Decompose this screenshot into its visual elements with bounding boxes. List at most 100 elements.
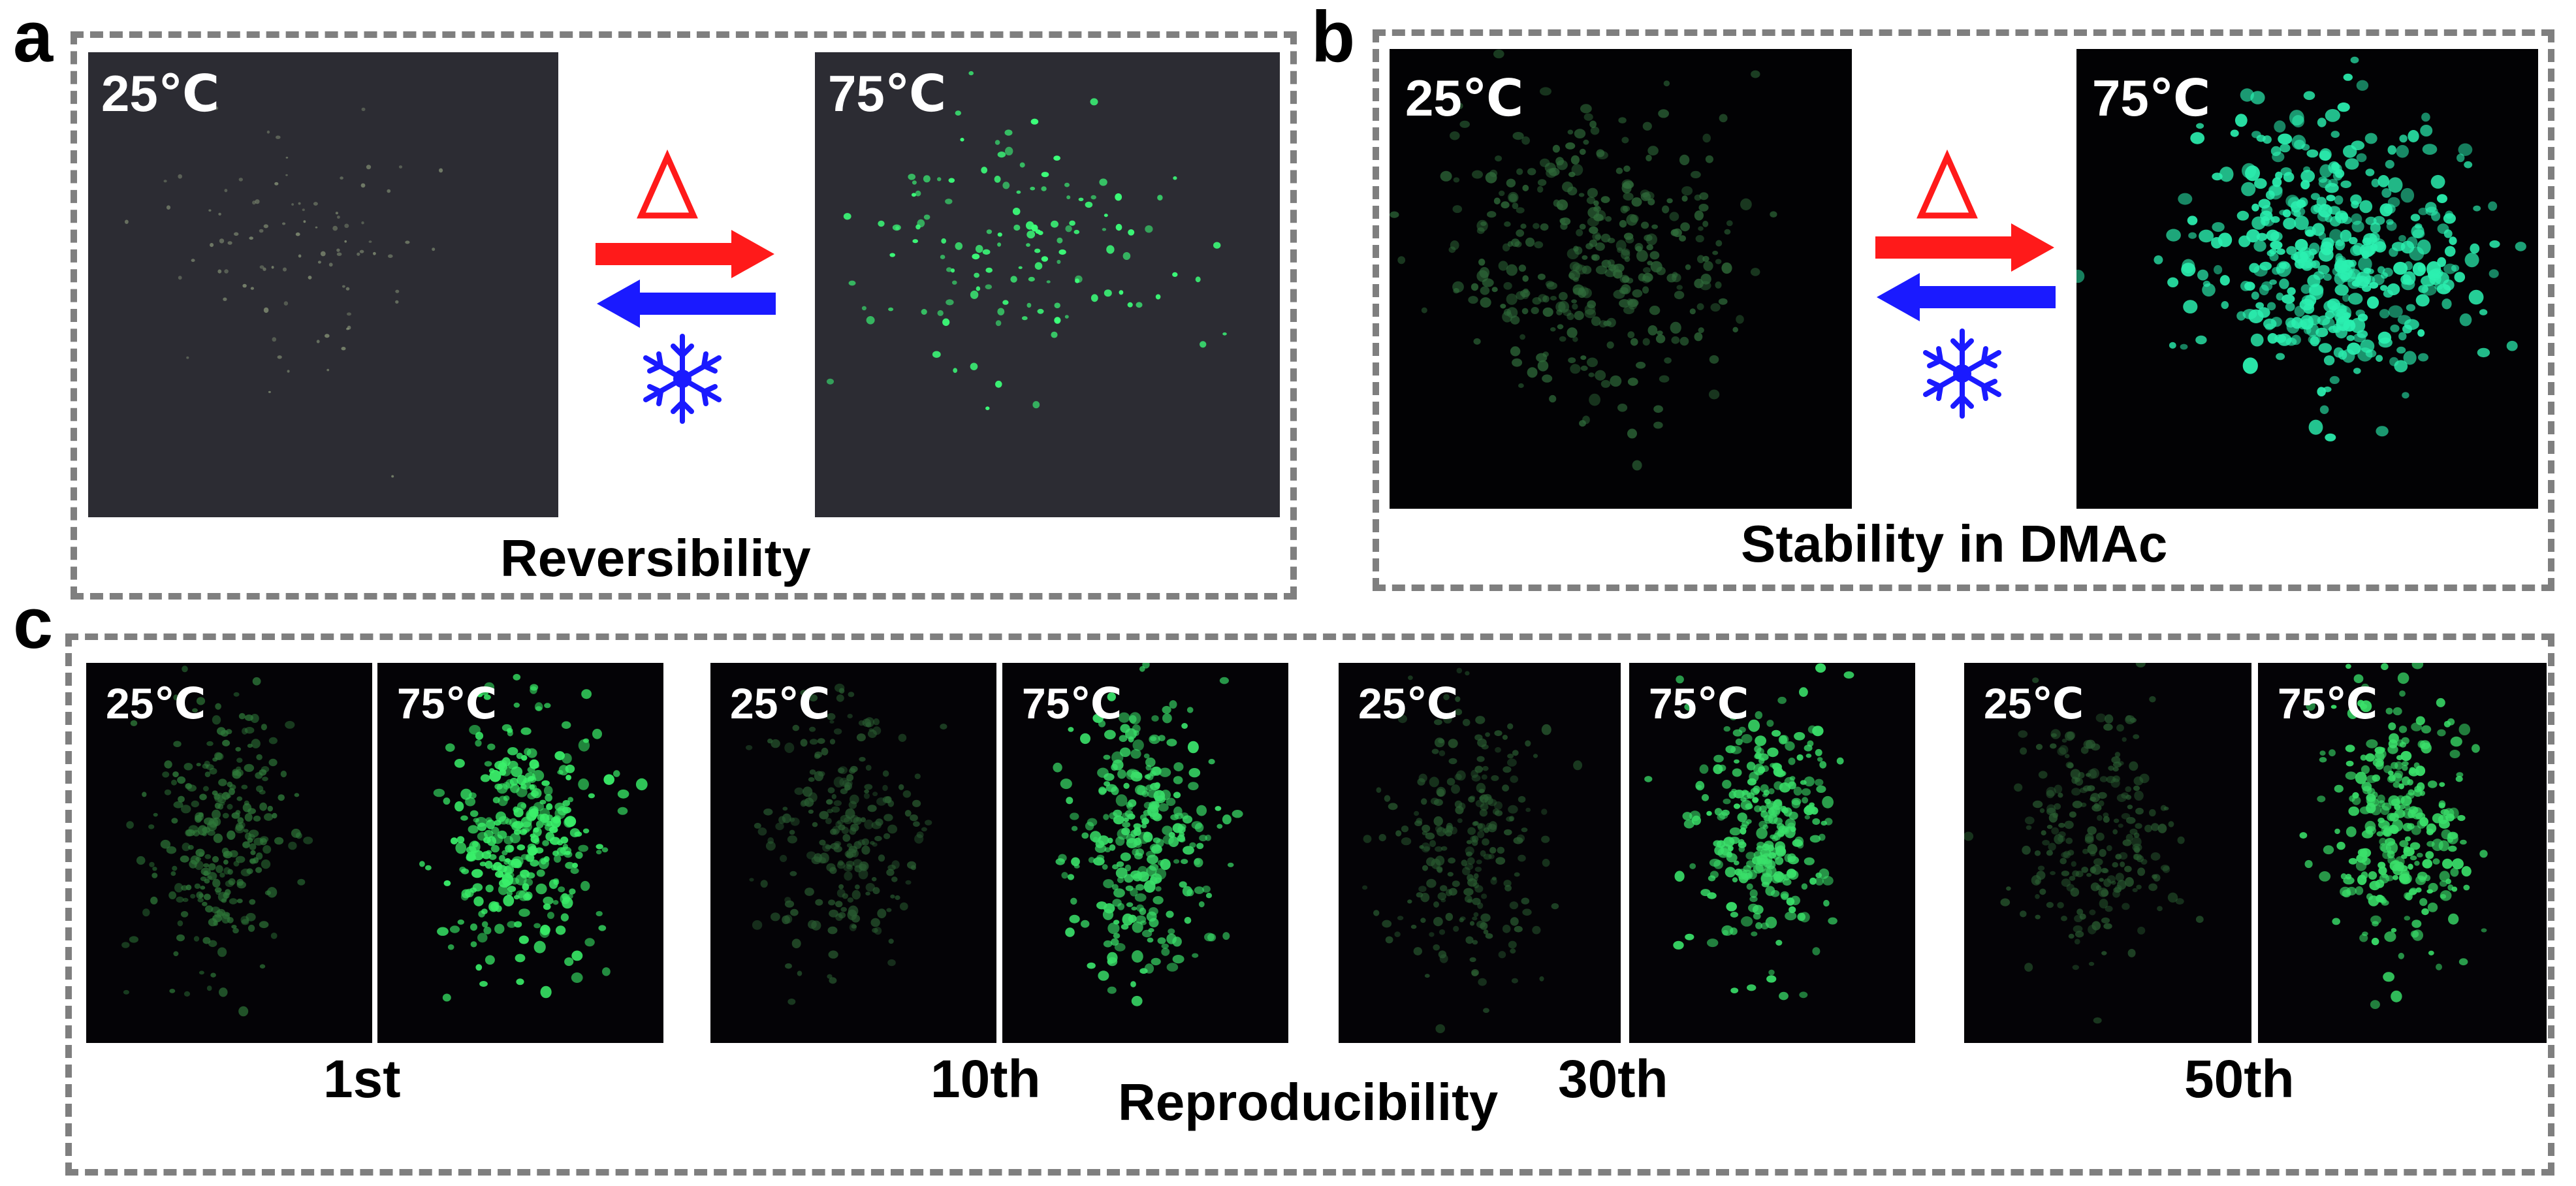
particle [1630, 338, 1638, 346]
particle [2068, 933, 2075, 939]
particle [1440, 846, 1448, 851]
particle [1173, 806, 1183, 816]
particle [1453, 288, 1459, 294]
particle [1195, 276, 1201, 283]
particle [828, 950, 838, 959]
particle [1483, 1008, 1489, 1013]
temperature-label: 25℃ [730, 679, 831, 728]
particle [891, 876, 898, 882]
particle [1828, 917, 1837, 925]
particle [2169, 342, 2176, 349]
particle [542, 840, 549, 846]
particle [164, 760, 172, 769]
particle [1683, 819, 1694, 829]
particle [1162, 825, 1173, 835]
particle [953, 368, 958, 373]
particle [1717, 848, 1730, 858]
particle [1770, 211, 1777, 217]
particle [2071, 861, 2076, 867]
particle [465, 797, 476, 807]
particle [2133, 854, 2142, 861]
particle [1123, 782, 1130, 789]
particle [1208, 759, 1215, 765]
particle [2319, 148, 2332, 161]
particle [1437, 867, 1443, 873]
particle [1625, 236, 1634, 244]
particle [1078, 197, 1084, 201]
particle [2346, 886, 2357, 896]
particle [1644, 776, 1653, 782]
particle [800, 690, 808, 696]
cycle-1st-photo-cold: 25℃ [86, 663, 372, 1043]
particle [1713, 859, 1723, 869]
particle [1414, 820, 1423, 826]
particle [1641, 221, 1649, 229]
particle [2366, 793, 2376, 802]
particle [1448, 758, 1457, 765]
particle [1701, 793, 1709, 801]
particle [2342, 312, 2350, 321]
particle [1030, 186, 1036, 191]
particle [288, 841, 297, 850]
particle [847, 714, 853, 718]
particle [252, 200, 256, 205]
particle [515, 954, 526, 963]
particle [1749, 771, 1759, 782]
particle [270, 933, 278, 939]
particle [1617, 247, 1623, 253]
particle [1491, 775, 1499, 781]
particle [2347, 707, 2359, 719]
particle [907, 861, 916, 869]
particle [176, 934, 185, 942]
particle [191, 800, 199, 808]
particle [855, 884, 860, 890]
particle [227, 830, 236, 840]
heat-arrow-icon [596, 230, 774, 278]
particle [1676, 675, 1684, 684]
particle [808, 694, 818, 701]
particle [2451, 264, 2460, 272]
particle [242, 841, 250, 848]
particle [218, 212, 221, 216]
particle [790, 908, 799, 916]
particle [808, 809, 814, 814]
particle [1695, 234, 1704, 243]
particle [2399, 690, 2406, 697]
particle [1531, 307, 1539, 314]
particle [1491, 876, 1497, 881]
particle [1568, 172, 1576, 178]
particle [1026, 231, 1036, 239]
particle [1490, 877, 1497, 885]
particle [1143, 753, 1150, 759]
particle [244, 727, 255, 734]
particle [1065, 927, 1075, 937]
particle [2356, 153, 2367, 163]
particle [1433, 901, 1439, 908]
particle [1130, 829, 1137, 837]
particle [867, 805, 877, 812]
particle [905, 880, 912, 885]
particle [1483, 929, 1489, 935]
particle [244, 763, 255, 772]
particle [1497, 846, 1505, 854]
particle [2343, 319, 2356, 332]
particle [491, 827, 500, 835]
particle [832, 825, 840, 834]
particle [836, 861, 846, 869]
particle [789, 817, 795, 822]
particle [1397, 916, 1404, 921]
particle [877, 908, 887, 919]
particle [1587, 357, 1598, 368]
particle [2376, 426, 2389, 437]
particle [1715, 259, 1722, 264]
particle [549, 837, 561, 845]
particle [797, 970, 803, 976]
particle [1516, 229, 1525, 237]
particle [2357, 699, 2364, 707]
particle [2067, 850, 2075, 856]
particle [522, 821, 532, 832]
particle [202, 937, 211, 944]
particle [255, 199, 260, 204]
particle [835, 842, 840, 847]
particle [2272, 177, 2282, 187]
